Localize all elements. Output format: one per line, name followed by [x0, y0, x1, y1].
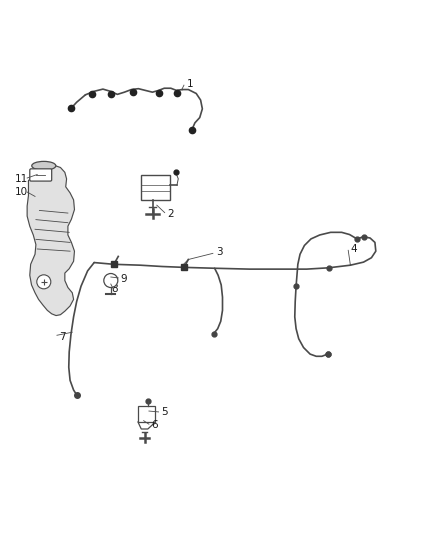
Text: 4: 4	[350, 244, 357, 254]
Ellipse shape	[32, 161, 56, 170]
Bar	[141, 175, 170, 200]
Text: 3: 3	[215, 247, 223, 256]
Circle shape	[37, 275, 51, 289]
Text: 9: 9	[120, 274, 127, 284]
FancyBboxPatch shape	[30, 169, 52, 181]
Text: 7: 7	[59, 332, 66, 342]
Text: 1: 1	[187, 79, 194, 89]
Circle shape	[104, 273, 118, 287]
Text: 11: 11	[14, 174, 28, 184]
Text: 5: 5	[161, 407, 168, 417]
Text: 8: 8	[111, 284, 118, 294]
Text: 2: 2	[167, 209, 174, 219]
Text: 10: 10	[14, 187, 28, 197]
Bar	[138, 406, 155, 422]
Text: 6: 6	[151, 420, 158, 430]
Polygon shape	[27, 165, 74, 316]
